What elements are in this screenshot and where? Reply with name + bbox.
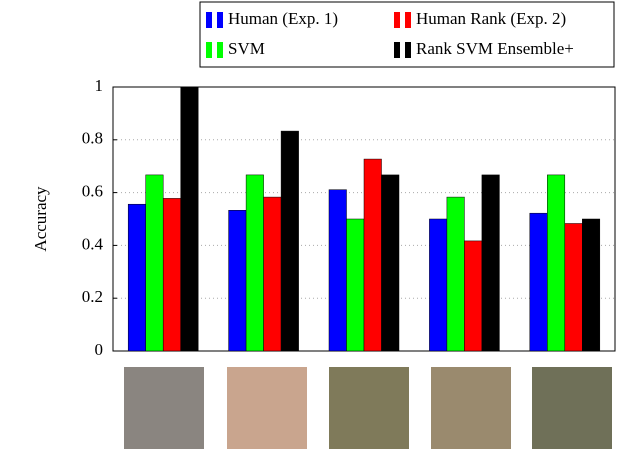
legend-label: Rank SVM Ensemble+	[416, 39, 574, 58]
bar	[364, 159, 382, 351]
y-tick-label: 0.6	[82, 182, 103, 201]
face-image	[532, 367, 612, 449]
legend-label: SVM	[228, 39, 265, 58]
face-image	[431, 367, 511, 449]
bar	[429, 219, 447, 351]
face-image	[227, 367, 307, 449]
bar	[464, 241, 482, 351]
legend-label: Human Rank (Exp. 2)	[416, 9, 566, 28]
y-tick-label: 0.4	[82, 234, 104, 253]
bar	[382, 175, 400, 351]
legend-swatch	[394, 42, 400, 58]
y-tick-label: 0.2	[82, 287, 103, 306]
bar	[565, 223, 583, 351]
faces	[124, 367, 612, 449]
legend-label: Human (Exp. 1)	[228, 9, 338, 28]
legend-swatch	[206, 42, 212, 58]
bar	[347, 219, 365, 351]
legend-swatch	[206, 12, 212, 28]
bar	[447, 197, 465, 351]
legend-swatch	[217, 12, 223, 28]
face-image	[329, 367, 409, 449]
face-image	[124, 367, 204, 449]
bar	[246, 175, 264, 351]
bar	[264, 197, 282, 351]
bar	[281, 131, 299, 351]
bar	[482, 175, 500, 351]
y-tick-label: 1	[95, 76, 104, 95]
legend-swatch	[217, 42, 223, 58]
bar	[163, 198, 181, 351]
chart: Accuracy 0 0.2 0.4 0.6 0.8 1 Human (Exp. 1) SVM…	[0, 0, 619, 449]
y-tick-label: 0	[95, 340, 104, 359]
bar	[181, 87, 199, 351]
bar	[329, 190, 347, 351]
bar	[128, 204, 146, 351]
bar	[530, 213, 548, 351]
bar	[547, 175, 565, 351]
bar	[146, 175, 164, 351]
bar	[229, 210, 247, 351]
bar	[582, 219, 600, 351]
legend-swatch	[405, 12, 411, 28]
legend-swatch	[405, 42, 411, 58]
legend-swatch	[394, 12, 400, 28]
y-tick-label: 0.8	[82, 129, 103, 148]
y-axis-label: Accuracy	[31, 186, 50, 252]
